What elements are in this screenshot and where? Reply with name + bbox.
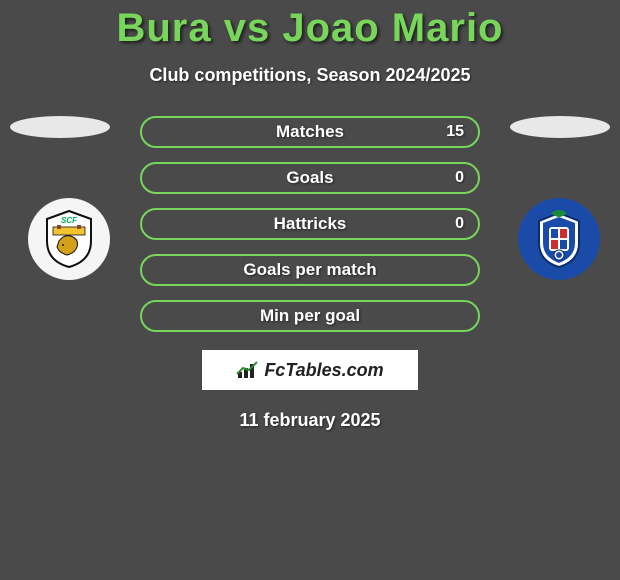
page-title: Bura vs Joao Mario xyxy=(0,0,620,51)
stat-value-right: 0 xyxy=(455,169,464,187)
player-avatar-left xyxy=(10,116,110,138)
stat-row: Min per goal xyxy=(140,300,480,332)
stat-label: Goals xyxy=(286,168,333,188)
stat-row: Hattricks 0 xyxy=(140,208,480,240)
stat-row: Matches 15 xyxy=(140,116,480,148)
stat-value-right: 0 xyxy=(455,215,464,233)
stat-label: Min per goal xyxy=(260,306,360,326)
stat-label: Matches xyxy=(276,122,344,142)
subtitle: Club competitions, Season 2024/2025 xyxy=(0,65,620,86)
farense-crest-icon: SCF xyxy=(37,207,101,271)
porto-crest-icon xyxy=(527,207,591,271)
stat-label: Goals per match xyxy=(243,260,376,280)
stat-value-right: 15 xyxy=(446,123,464,141)
player-avatar-right xyxy=(510,116,610,138)
club-badge-left: SCF xyxy=(28,198,110,280)
stat-row: Goals per match xyxy=(140,254,480,286)
svg-text:SCF: SCF xyxy=(61,216,78,225)
comparison-panel: SCF Matches 15 Goal xyxy=(0,116,620,431)
club-badge-right xyxy=(518,198,600,280)
bar-chart-icon xyxy=(236,360,260,380)
stat-row: Goals 0 xyxy=(140,162,480,194)
brand-badge: FcTables.com xyxy=(202,350,418,390)
date-text: 11 february 2025 xyxy=(0,410,620,431)
stat-label: Hattricks xyxy=(274,214,347,234)
brand-text: FcTables.com xyxy=(264,360,383,381)
stats-list: Matches 15 Goals 0 Hattricks 0 Goals per… xyxy=(140,116,480,332)
